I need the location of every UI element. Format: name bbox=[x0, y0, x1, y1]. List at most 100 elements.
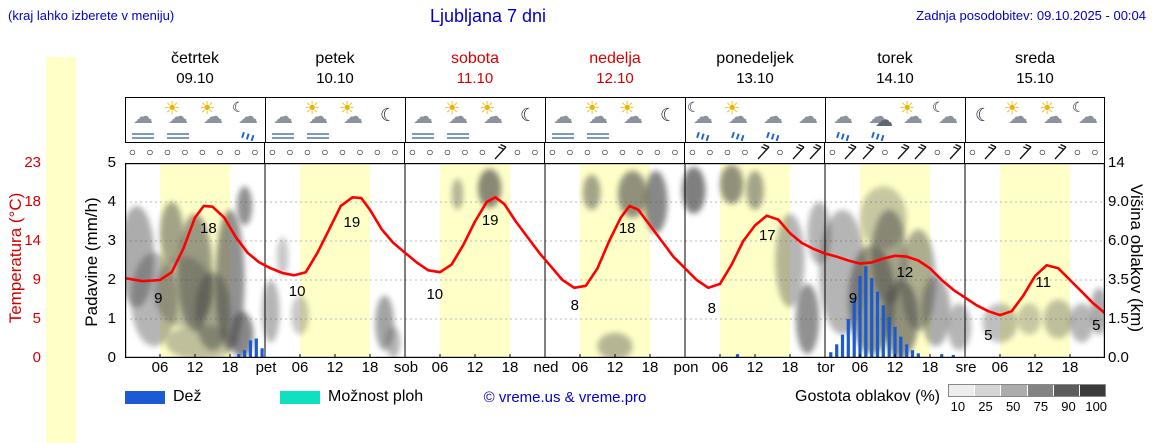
cloud-icon: ☁ bbox=[343, 106, 363, 128]
wind-barb-icon bbox=[862, 143, 875, 160]
hour-label: 12 bbox=[606, 359, 624, 376]
fog-icon bbox=[307, 133, 329, 135]
axis-tick-label: 5 bbox=[107, 154, 116, 171]
svg-text:12: 12 bbox=[897, 264, 914, 281]
calm-wind-icon: ○ bbox=[723, 145, 732, 159]
hour-label: 12 bbox=[186, 359, 204, 376]
day-name: sreda bbox=[1014, 50, 1056, 67]
legend-showers-swatch bbox=[280, 391, 320, 404]
axis-tick-label: 6.0 bbox=[1108, 232, 1129, 249]
hour-label: 18 bbox=[921, 359, 939, 376]
wind-barb-icon bbox=[757, 143, 770, 160]
weather-icon-fog-cloud: ☁ bbox=[126, 98, 161, 142]
calm-wind-icon: ○ bbox=[426, 145, 434, 159]
cloud-icon: ☁ bbox=[413, 106, 433, 128]
calm-wind-icon: ○ bbox=[1091, 145, 1099, 159]
weather-icon-sun-cloud: ☀ ☁ bbox=[896, 98, 931, 142]
day-header: torek 14.10 bbox=[825, 49, 965, 95]
calm-wind-icon: ○ bbox=[1038, 145, 1047, 159]
calm-wind-icon: ○ bbox=[251, 145, 259, 159]
axis-tick-label: 0 bbox=[107, 349, 116, 366]
calm-wind-icon: ○ bbox=[933, 145, 942, 159]
calm-wind-icon: ○ bbox=[601, 145, 609, 159]
cloud-density-scale-segment bbox=[949, 385, 975, 396]
location-hint: (kraj lahko izberete v meniju) bbox=[8, 8, 175, 23]
moon-icon: ☾ bbox=[932, 99, 945, 115]
weather-icon-sun-cloud: ☀ ☁ bbox=[1036, 98, 1071, 142]
weather-icon-fog-sun-cloud: ☀ ☁ bbox=[581, 98, 616, 142]
legend-rain-label: Dež bbox=[173, 388, 202, 405]
copyright-link[interactable]: © vreme.us & vreme.pro bbox=[483, 389, 647, 406]
hour-label: 06 bbox=[991, 359, 1009, 376]
cloud-icon: ☁ bbox=[903, 106, 923, 128]
day-header: sobota 11.10 bbox=[405, 49, 545, 95]
svg-text:18: 18 bbox=[200, 220, 217, 237]
cloud-icon: ☁ bbox=[168, 106, 188, 128]
moon-icon: ☾ bbox=[660, 105, 677, 125]
calm-wind-icon: ○ bbox=[338, 145, 347, 159]
cloud-icon: ☁ bbox=[763, 106, 783, 128]
moon-icon: ☾ bbox=[975, 105, 992, 125]
day-name: četrtek bbox=[170, 50, 219, 67]
axis-tick-label: 23 bbox=[24, 154, 41, 171]
hour-label: 06 bbox=[571, 359, 589, 376]
calm-wind-icon: ○ bbox=[653, 145, 662, 159]
cloud-density-scale-value: 90 bbox=[1061, 399, 1076, 414]
calm-wind-icon: ○ bbox=[181, 145, 189, 159]
fog-icon bbox=[447, 133, 469, 135]
cloud-icon: ☁ bbox=[238, 106, 258, 128]
wind-barb-icon bbox=[897, 143, 910, 160]
fog-icon bbox=[587, 133, 609, 135]
cloud-density-scale-segment bbox=[975, 385, 1001, 396]
day-date: 15.10 bbox=[1016, 70, 1054, 87]
day-header: petek 10.10 bbox=[265, 49, 405, 95]
day-date: 13.10 bbox=[736, 70, 774, 87]
axis-tick-label: 18 bbox=[24, 193, 41, 210]
calm-wind-icon: ○ bbox=[373, 145, 382, 159]
calm-wind-icon: ○ bbox=[198, 145, 207, 159]
calm-wind-icon: ○ bbox=[408, 145, 417, 159]
svg-text:11: 11 bbox=[1035, 274, 1051, 291]
hour-label: 12 bbox=[746, 359, 764, 376]
svg-text:19: 19 bbox=[344, 214, 361, 231]
weather-icon-fog-cloud: ☁ bbox=[546, 98, 581, 142]
day-header: sreda 15.10 bbox=[965, 49, 1105, 95]
day-date: 09.10 bbox=[176, 70, 214, 87]
weather-icon-sun-cloud: ☀ ☁ bbox=[616, 98, 651, 142]
hour-label: 18 bbox=[501, 359, 519, 376]
hour-label: 12 bbox=[466, 359, 484, 376]
day-header: četrtek 09.10 bbox=[125, 49, 265, 95]
cloud-icon: ☁ bbox=[203, 106, 223, 128]
hour-label: 18 bbox=[361, 359, 379, 376]
cloud-icon: ☁ bbox=[938, 106, 958, 128]
day-name: torek bbox=[877, 50, 913, 67]
cloud-density-scale-segment bbox=[1001, 385, 1027, 396]
calm-wind-icon: ○ bbox=[391, 145, 399, 159]
weather-icon-rain-heavy: ☁ ☁ bbox=[861, 98, 896, 142]
cloud-icon: ☁ bbox=[273, 106, 293, 128]
calm-wind-icon: ○ bbox=[706, 145, 714, 159]
rain-icon bbox=[731, 131, 735, 139]
axis-tick-label: 2 bbox=[107, 271, 116, 288]
hour-label: 06 bbox=[151, 359, 169, 376]
cloud-density-scale-segment bbox=[1079, 385, 1106, 396]
cloud-density-scale bbox=[948, 384, 1106, 397]
wind-barb-icon bbox=[1019, 143, 1032, 160]
calm-wind-icon: ○ bbox=[478, 145, 487, 159]
day-icon-cell: ☁ ☀ ☁ ☀ ☁ ☾ bbox=[546, 98, 686, 142]
calm-wind-icon: ○ bbox=[356, 145, 364, 159]
moon-icon: ☾ bbox=[687, 99, 700, 115]
moon-icon: ☾ bbox=[520, 105, 537, 125]
svg-text:17: 17 bbox=[759, 227, 776, 244]
calm-wind-icon: ○ bbox=[461, 145, 469, 159]
weather-icon-fog-sun-cloud: ☀ ☁ bbox=[301, 98, 336, 142]
hour-label: 18 bbox=[641, 359, 659, 376]
weather-icon-moon: ☾ bbox=[371, 98, 406, 142]
calm-wind-icon: ○ bbox=[216, 145, 224, 159]
wind-barb-icon bbox=[984, 143, 997, 160]
weather-icon-moon: ☾ bbox=[966, 98, 1001, 142]
cloud-density-scale-values: 10 25 50 75 90 100 bbox=[944, 399, 1110, 414]
weather-icon-moon-cloud: ☾ ☁ bbox=[931, 98, 966, 142]
day-icon-cell: ☁ ☀ ☁ ☀ ☁ ☾ ☁ bbox=[126, 98, 266, 142]
wind-barb-icon bbox=[792, 143, 805, 160]
